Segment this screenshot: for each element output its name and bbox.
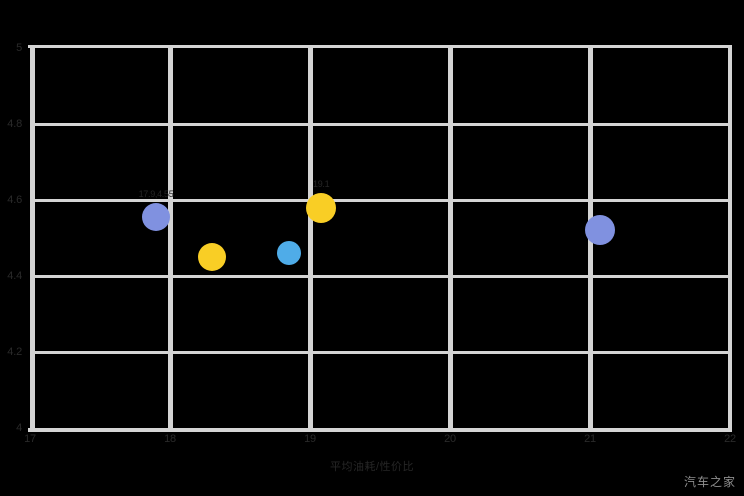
plot-area [30, 48, 730, 428]
data-point-bubble[interactable] [142, 203, 170, 232]
data-point-annotation: 17.9,4.55 [138, 189, 174, 200]
gridline-horizontal [30, 198, 730, 202]
y-axis-tick-label: 4.6 [7, 194, 22, 206]
y-axis-tick-label: 4.2 [7, 346, 22, 358]
data-point-bubble[interactable] [277, 241, 301, 266]
axis-top-spine [28, 45, 732, 48]
x-axis-tick-label: 17 [24, 433, 36, 445]
x-axis-tick-label: 19 [304, 433, 316, 445]
y-axis-tick-label: 4.4 [7, 270, 22, 282]
x-axis-title: 平均油耗/性价比 [329, 461, 415, 473]
gridline-vertical [447, 48, 453, 428]
data-point-bubble[interactable] [198, 243, 226, 271]
gridline-vertical [307, 48, 313, 428]
axis-right-spine [728, 45, 732, 431]
x-axis-tick-label: 21 [584, 433, 596, 445]
gridline-horizontal [30, 350, 730, 354]
axis-bottom-spine [28, 428, 732, 432]
watermark-logo: 汽车之家 [683, 475, 736, 489]
gridline-horizontal [30, 274, 730, 278]
x-axis-tick-label: 22 [724, 433, 736, 445]
axis-left-spine [30, 45, 35, 431]
x-axis-tick-label: 18 [164, 433, 176, 445]
data-point-annotation: 19.1 [313, 178, 330, 189]
data-point-bubble[interactable] [306, 192, 337, 223]
y-axis-tick-label: 4 [16, 422, 22, 434]
gridline-vertical [167, 48, 173, 428]
y-axis-tick-label: 5 [16, 42, 22, 54]
data-point-bubble[interactable] [584, 215, 615, 246]
gridline-horizontal [30, 122, 730, 126]
x-axis-tick-label: 20 [444, 433, 456, 445]
y-axis-tick-label: 4.8 [7, 118, 22, 130]
